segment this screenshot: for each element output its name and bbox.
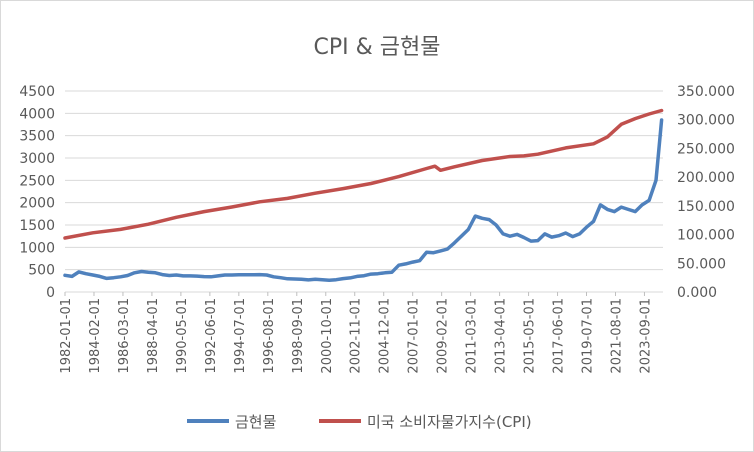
- x-tick-label: 2000-10-01: [320, 298, 335, 374]
- left-tick-label: 4500: [19, 84, 55, 100]
- right-tick-label: 350.000: [677, 84, 735, 100]
- right-tick-label: 150.000: [677, 199, 735, 215]
- x-tick-label: 2017-06-01: [552, 298, 567, 374]
- right-tick-label: 200.000: [677, 170, 735, 186]
- right-tick-label: 300.000: [677, 113, 735, 129]
- left-tick-label: 1000: [19, 240, 55, 256]
- right-tick-label: 100.000: [677, 228, 735, 244]
- gridlines: [65, 90, 663, 293]
- series-line-gold: [63, 118, 664, 282]
- series-line-cpi: [63, 108, 664, 240]
- x-tick-label: 2009-02-01: [436, 298, 451, 374]
- right-tick-label: 0.000: [677, 285, 717, 301]
- series-lines: [63, 108, 664, 282]
- x-tick-label: 2013-04-01: [494, 298, 509, 374]
- x-tick-label: 2015-05-01: [523, 298, 538, 374]
- left-tick-label: 500: [28, 263, 55, 279]
- left-tick-label: 2500: [19, 173, 55, 189]
- x-tick-label: 1996-08-01: [262, 298, 277, 374]
- left-tick-label: 3500: [19, 129, 55, 145]
- x-tick-label: 1992-06-01: [204, 298, 219, 374]
- right-axis-ticks: 350.000 300.000 250.000 200.000 150.000 100.0…: [677, 84, 735, 301]
- left-tick-label: 3000: [19, 151, 55, 167]
- legend: 금현물 미국 소비자물가지수(CPI): [187, 413, 532, 431]
- x-tick-label: 2023-09-01: [638, 298, 653, 374]
- x-tick-label: 2007-01-01: [407, 298, 422, 374]
- legend-label-gold: 금현물: [235, 413, 276, 431]
- x-tick-label: 1986-03-01: [117, 298, 132, 374]
- legend-label-cpi: 미국 소비자물가지수(CPI): [367, 413, 532, 431]
- x-tick-label: 2021-08-01: [609, 298, 624, 374]
- x-tick-label: 2019-07-01: [581, 298, 596, 374]
- x-tick-label: 1988-04-01: [146, 298, 161, 374]
- x-tick-label: 1982-01-01: [59, 298, 74, 374]
- right-tick-label: 250.000: [677, 141, 735, 157]
- x-tick-label: 1994-07-01: [233, 298, 248, 374]
- left-tick-label: 1500: [19, 218, 55, 234]
- x-tick-label: 1998-09-01: [291, 298, 306, 374]
- left-tick-label: 2000: [19, 196, 55, 212]
- left-axis-ticks: 4500 4000 3500 3000 2500 2000 1500 1000 500 0: [19, 84, 55, 301]
- x-tick-label: 2011-03-01: [465, 298, 480, 374]
- chart-title: CPI & 금현물: [314, 35, 441, 60]
- x-tick-label: 1990-05-01: [175, 298, 190, 374]
- x-axis-ticks: 1982-01-01 1984-02-01 1986-03-01 1988-04-01…: [59, 292, 653, 374]
- left-tick-label: 0: [46, 285, 55, 301]
- x-tick-label: 1984-02-01: [88, 298, 103, 374]
- right-tick-label: 50.000: [677, 256, 726, 272]
- x-tick-label: 2004-12-01: [378, 298, 393, 374]
- left-tick-label: 4000: [19, 106, 55, 122]
- x-tick-label: 2002-11-01: [349, 298, 364, 374]
